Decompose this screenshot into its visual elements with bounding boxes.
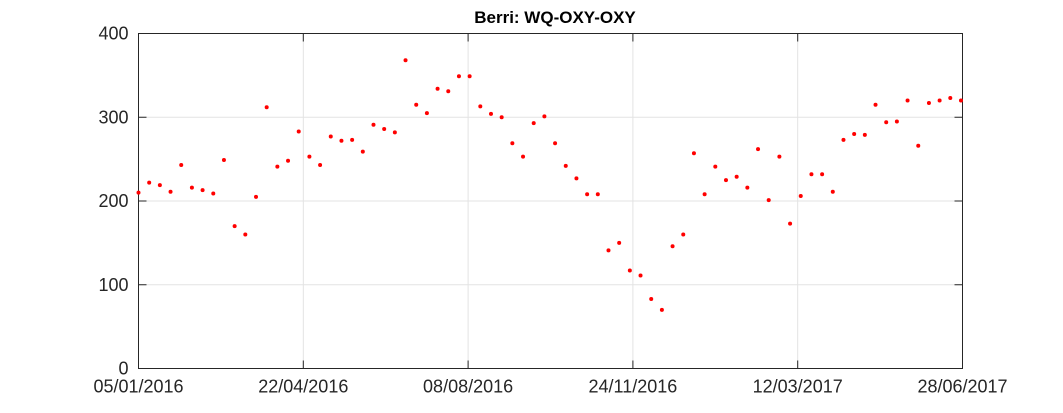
- data-point: [830, 189, 835, 194]
- data-point: [232, 224, 237, 229]
- data-point: [788, 221, 793, 226]
- y-tick-label: 400: [98, 24, 128, 44]
- x-tick-label: 12/03/2017: [753, 377, 843, 397]
- data-point: [435, 86, 440, 91]
- data-point: [168, 189, 173, 194]
- x-tick-label: 24/11/2016: [589, 377, 678, 397]
- data-point: [617, 240, 622, 245]
- data-point: [382, 126, 387, 131]
- data-point: [200, 188, 205, 193]
- data-point: [446, 89, 451, 94]
- data-point: [820, 172, 825, 177]
- data-point: [296, 129, 301, 134]
- data-point: [681, 232, 686, 237]
- data-point: [659, 307, 664, 312]
- data-point: [809, 172, 814, 177]
- y-tick-label: 0: [118, 359, 128, 379]
- data-point: [350, 137, 355, 142]
- data-point: [531, 121, 536, 126]
- data-point: [862, 132, 867, 137]
- data-point: [211, 191, 216, 196]
- data-point: [221, 157, 226, 162]
- y-tick-label: 200: [98, 191, 128, 211]
- data-point: [467, 74, 472, 79]
- data-point: [264, 105, 269, 110]
- data-point: [884, 120, 889, 125]
- data-point: [286, 158, 291, 163]
- data-point: [424, 111, 429, 116]
- data-point: [649, 296, 654, 301]
- data-point: [371, 122, 376, 127]
- data-point: [745, 185, 750, 190]
- data-point: [606, 248, 611, 253]
- data-point: [948, 95, 953, 100]
- data-point: [478, 104, 483, 109]
- data-point: [179, 162, 184, 167]
- data-point: [670, 244, 675, 249]
- data-point: [157, 183, 162, 188]
- data-point: [318, 162, 323, 167]
- data-point: [926, 101, 931, 106]
- data-point: [275, 164, 280, 169]
- data-point: [852, 132, 857, 136]
- y-tick-label: 300: [98, 107, 128, 127]
- data-point: [756, 147, 761, 152]
- data-point: [243, 232, 248, 237]
- data-point: [189, 185, 194, 190]
- data-point: [414, 102, 419, 107]
- x-tick-label: 05/01/2016: [93, 377, 183, 397]
- data-point: [777, 154, 782, 159]
- chart-title: Berri: WQ-OXY-OXY: [474, 8, 636, 27]
- data-point: [841, 137, 846, 142]
- data-point: [392, 130, 397, 135]
- data-point: [734, 174, 739, 179]
- data-point: [542, 114, 547, 119]
- grid-lines: [138, 33, 963, 369]
- data-point: [627, 268, 632, 273]
- data-point: [488, 111, 493, 116]
- data-point: [691, 151, 696, 156]
- data-point: [905, 98, 910, 103]
- data-point: [456, 74, 461, 79]
- data-point: [553, 141, 558, 146]
- data-point: [510, 141, 515, 146]
- data-point: [702, 192, 707, 197]
- data-point: [499, 115, 504, 120]
- x-tick-label: 08/08/2016: [423, 377, 513, 397]
- data-point: [253, 194, 258, 199]
- data-point: [136, 190, 141, 195]
- x-tick-label: 28/06/2017: [917, 377, 1007, 397]
- data-point: [574, 176, 579, 181]
- data-point: [339, 138, 344, 143]
- data-point: [766, 198, 771, 203]
- data-point: [403, 58, 408, 63]
- data-point: [894, 119, 899, 124]
- data-point: [360, 149, 365, 154]
- data-point: [563, 163, 568, 168]
- data-point: [638, 273, 643, 278]
- data-point: [328, 134, 333, 139]
- data-point: [937, 98, 942, 103]
- y-tick-label: 100: [98, 275, 128, 295]
- data-point: [873, 102, 878, 107]
- x-tick-label: 22/04/2016: [258, 377, 348, 397]
- data-point: [798, 193, 803, 198]
- data-point: [958, 98, 963, 103]
- data-point: [307, 154, 312, 159]
- data-point: [585, 192, 590, 197]
- axis-ticks: 05/01/2016 22/04/2016 08/08/2016 24/11/2016…: [93, 24, 1007, 397]
- data-point: [723, 178, 728, 183]
- data-point: [595, 192, 600, 197]
- data-point: [916, 143, 921, 148]
- data-points: [136, 58, 963, 312]
- data-point: [147, 180, 152, 185]
- data-point: [713, 164, 718, 169]
- data-point: [521, 154, 526, 159]
